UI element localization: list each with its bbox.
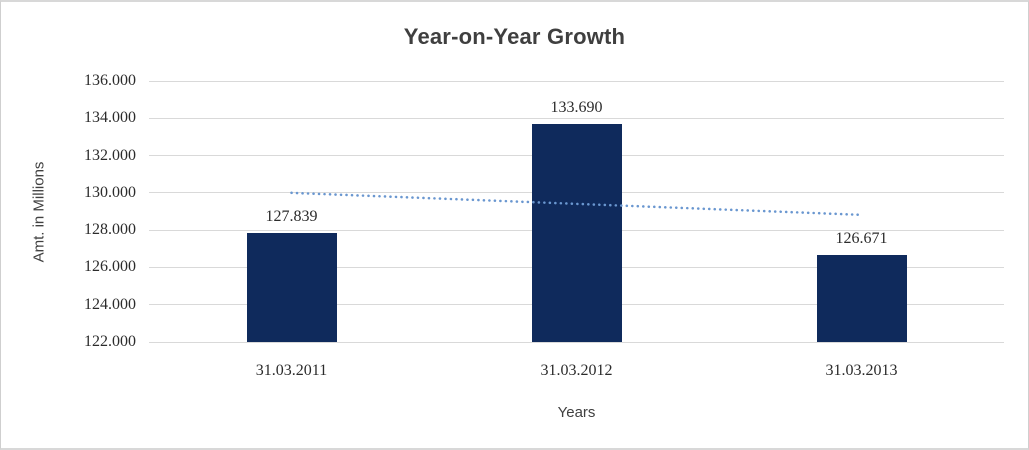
y-axis-tick-label: 126.000 <box>84 258 136 276</box>
bar-31.03.2011 <box>246 233 337 342</box>
bar-31.03.2012 <box>531 124 622 342</box>
gridline <box>149 341 1004 343</box>
y-axis-title: Amt. in Millions <box>30 161 48 263</box>
y-axis-tick-label: 134.000 <box>84 109 136 127</box>
x-axis-tick-label: 31.03.2013 <box>825 362 898 379</box>
x-axis-tick-label: 31.03.2012 <box>540 362 613 379</box>
y-axis-tick-label: 122.000 <box>84 333 136 350</box>
bar-31.03.2013 <box>816 254 907 342</box>
y-axis-tick-label: 132.000 <box>84 146 136 164</box>
y-axis-tick-label: 124.000 <box>84 295 136 313</box>
x-axis-tick-label: 31.03.2011 <box>255 362 328 379</box>
plot-area: 136.000 134.000 132.000 130.000 128.000 126.0… <box>84 72 1004 379</box>
gridline <box>149 117 1004 119</box>
gridline <box>149 80 1004 82</box>
chart-title: Year-on-Year Growth <box>403 24 626 49</box>
data-label: 127.839 <box>265 208 318 226</box>
y-axis-tick-label: 136.000 <box>84 72 136 89</box>
data-label: 126.671 <box>835 229 888 247</box>
y-axis-tick-label: 128.000 <box>84 221 136 239</box>
data-label: 133.690 <box>550 99 603 117</box>
x-axis-title: Years <box>557 404 596 421</box>
y-axis-tick-label: 130.000 <box>84 183 136 201</box>
